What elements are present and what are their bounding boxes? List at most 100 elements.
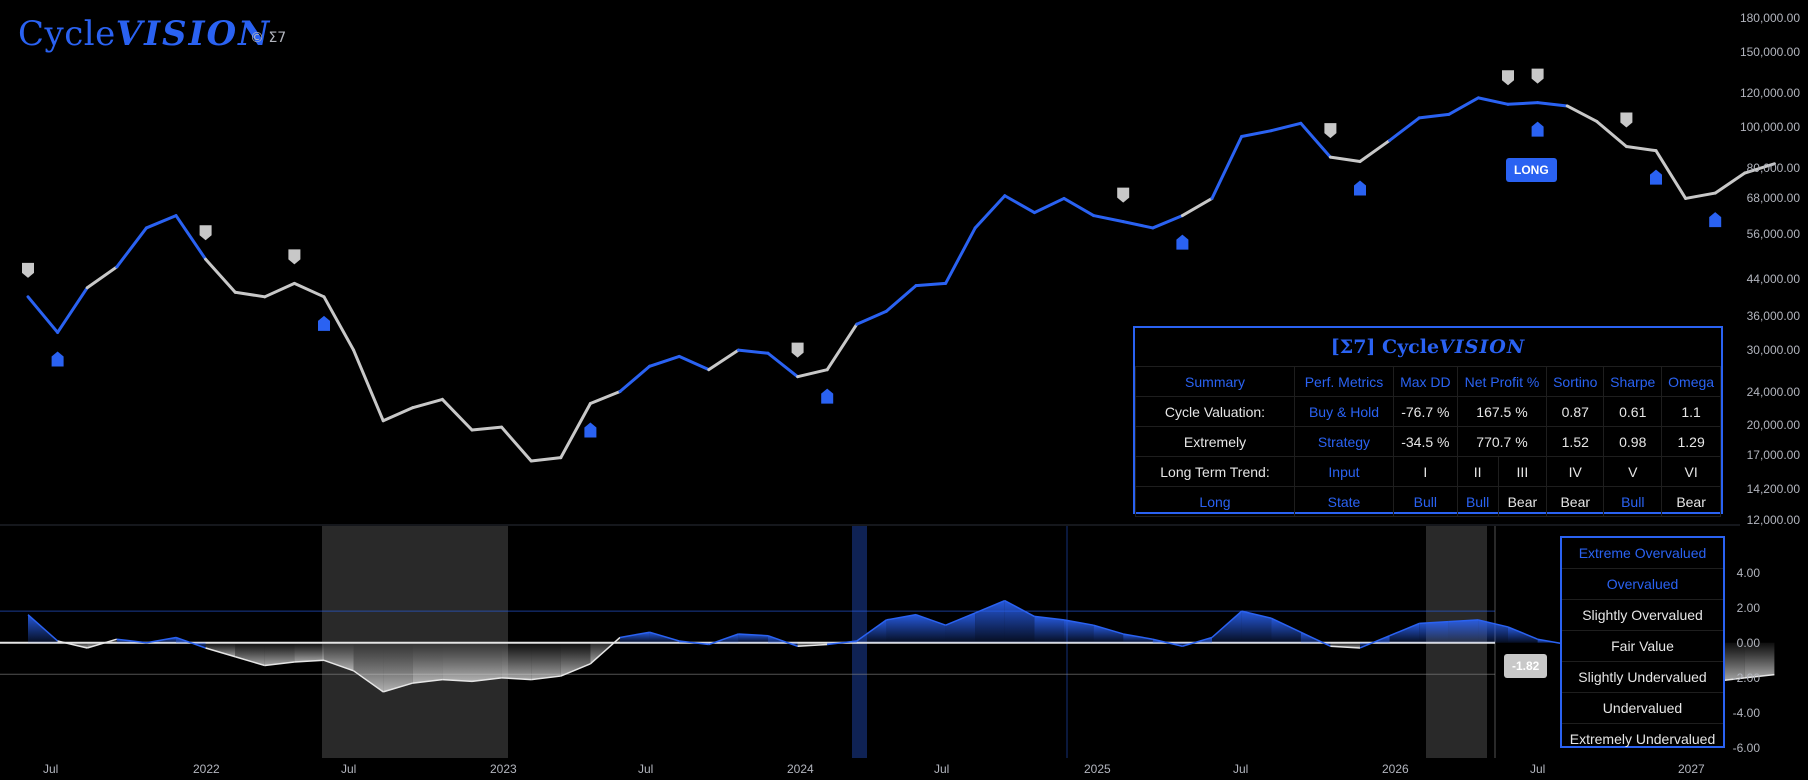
- oscillator-line: [1004, 599, 1035, 618]
- oscillator-line: [1093, 624, 1124, 635]
- legend-item: Slightly Undervalued: [1562, 662, 1723, 693]
- price-tick-label: 120,000.00: [1739, 86, 1800, 101]
- oscillator-area: [1419, 621, 1449, 643]
- oscillator-area: [886, 614, 916, 643]
- oscillator-line: [116, 638, 147, 644]
- oscillator-line: [205, 647, 236, 658]
- table-cell: Summary: [1135, 366, 1295, 397]
- price-segment: [440, 397, 474, 432]
- table-cell: II: [1456, 456, 1499, 487]
- price-segment: [707, 348, 740, 372]
- price-segment: [1092, 214, 1125, 224]
- table-cell: Strategy: [1294, 426, 1394, 457]
- performance-table-title: [Σ7] CycleVISION: [1330, 336, 1526, 358]
- price-segment: [944, 226, 977, 285]
- price-tick-label: 100,000.00: [1739, 119, 1800, 134]
- oscillator-line: [886, 613, 917, 621]
- oscillator-area: [1034, 616, 1064, 643]
- buy-signal-marker: [1531, 121, 1544, 137]
- oscillator-area: [412, 642, 443, 684]
- price-segment: [1654, 149, 1688, 200]
- oscillator-area: [560, 642, 591, 677]
- buy-signal-marker: [821, 388, 834, 404]
- price-segment: [1565, 104, 1599, 123]
- oscillator-line: [471, 677, 502, 683]
- oscillator-line: [679, 640, 709, 646]
- oscillator-area: [1004, 600, 1035, 643]
- oscillator-line: [57, 640, 88, 649]
- price-segment: [381, 406, 415, 423]
- price-segment: [1713, 171, 1747, 195]
- legend-item: Slightly Overvalued: [1562, 600, 1723, 631]
- price-segment: [855, 309, 888, 326]
- price-segment: [263, 281, 296, 299]
- price-segment: [1506, 101, 1540, 106]
- price-tick-label: 150,000.00: [1739, 44, 1800, 59]
- price-tick-label: 12,000.00: [1746, 513, 1800, 527]
- time-tick-label: Jul: [934, 762, 950, 776]
- sell-signal-marker: [22, 262, 34, 278]
- oscillator-line: [1330, 645, 1361, 649]
- price-tick-label: 68,000.00: [1746, 191, 1800, 206]
- copyright-label: © Σ7: [250, 30, 287, 46]
- price-segment: [1328, 155, 1362, 164]
- price-tick-label: 44,000.00: [1746, 272, 1800, 287]
- price-segment: [1299, 121, 1332, 159]
- oscillator-line: [915, 613, 946, 626]
- price-segment: [411, 397, 444, 410]
- price-segment: [1210, 134, 1244, 200]
- legend-item: Extremely Undervalued: [1569, 731, 1716, 747]
- oscillator-line: [1152, 638, 1183, 647]
- time-tick-label: 2022: [193, 762, 220, 776]
- legend-item: Overvalued: [1562, 569, 1723, 600]
- oscillator-line: [27, 614, 59, 642]
- oscillator-value-tag: -1.82: [1504, 654, 1548, 678]
- sell-signal-marker: [199, 225, 212, 241]
- oscillator-area: [353, 642, 384, 692]
- price-segment: [648, 354, 681, 368]
- table-cell: VI: [1661, 456, 1721, 487]
- buy-signal-marker: [1709, 212, 1722, 228]
- oscillator-tick-label: -2.00: [1732, 670, 1760, 685]
- table-cell: 0.61: [1603, 396, 1663, 427]
- oscillator-line: [1182, 636, 1213, 647]
- signal-markers: [22, 68, 1722, 438]
- oscillator-line: [146, 636, 177, 644]
- table-cell: Max DD: [1393, 366, 1458, 397]
- buy-signal-marker: [1176, 234, 1189, 250]
- table-cell: Cycle Valuation:: [1135, 396, 1295, 427]
- oscillator-line: [1448, 619, 1479, 623]
- table-cell: 167.5 %: [1456, 396, 1548, 427]
- oscillator-line: [442, 678, 473, 683]
- price-segment: [677, 354, 711, 372]
- price-segment: [470, 425, 504, 432]
- valuation-legend: Extreme Overvalued Overvalued Slightly O…: [1560, 536, 1725, 748]
- buy-signal-marker: [584, 422, 597, 438]
- table-cell: 770.7 %: [1456, 426, 1548, 457]
- time-tick-label: Jul: [341, 762, 357, 776]
- oscillator-line: [1478, 619, 1509, 628]
- oscillator-line: [767, 635, 798, 647]
- price-segment: [292, 281, 326, 299]
- oscillator-area: [383, 642, 413, 692]
- price-tick-label: 80,000.00: [1746, 161, 1800, 176]
- oscillator-line: [589, 636, 621, 665]
- oscillator-line: [649, 631, 680, 642]
- oscillator-area: [620, 632, 650, 643]
- table-cell: V: [1603, 456, 1663, 487]
- table-row: Summary Perf. Metrics Max DD Net Profit …: [1135, 366, 1721, 397]
- oscillator-area: [205, 642, 236, 657]
- price-segment: [1062, 196, 1096, 218]
- table-cell: Bull: [1393, 486, 1458, 517]
- cyclevision-logo: CycleVISION: [18, 14, 272, 54]
- price-segment: [174, 214, 208, 261]
- buy-signal-marker: [318, 315, 330, 331]
- table-cell: Input: [1294, 456, 1394, 487]
- time-tick-label: Jul: [638, 762, 654, 776]
- price-segment: [973, 194, 1007, 230]
- oscillator-area: [501, 642, 532, 680]
- oscillator-area: [1064, 619, 1094, 643]
- price-tick-label: 56,000.00: [1746, 227, 1800, 242]
- oscillator-line: [560, 663, 591, 677]
- table-cell: Bull: [1603, 486, 1663, 517]
